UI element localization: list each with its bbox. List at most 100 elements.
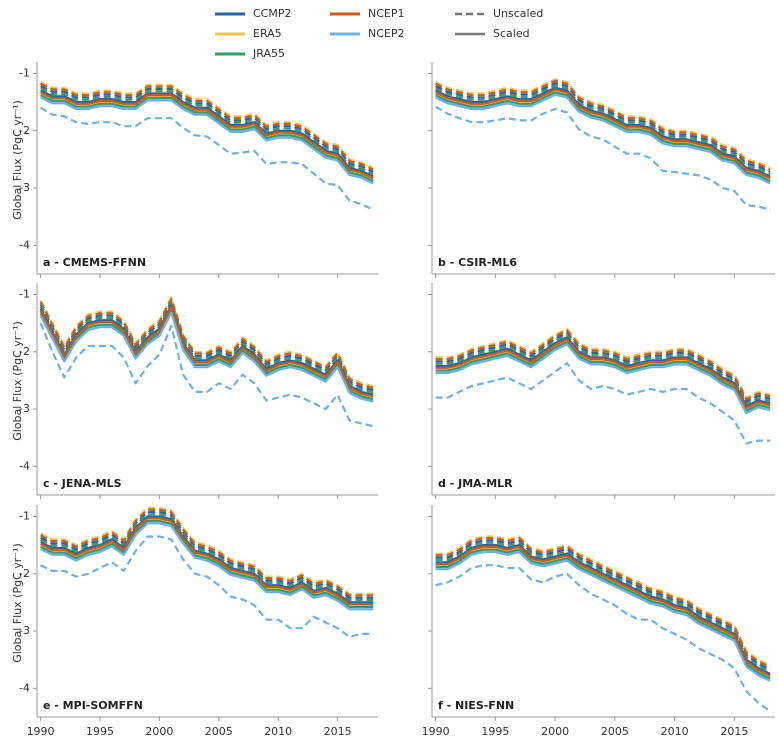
legend-label: NCEP1 xyxy=(368,7,405,20)
series-line xyxy=(39,322,374,428)
x-tick-label: 2010 xyxy=(264,725,292,738)
legend-label: JRA55 xyxy=(252,47,285,60)
series-line xyxy=(40,515,374,604)
y-axis-label: Global Flux (PgC yr⁻¹) xyxy=(11,543,24,663)
series-line xyxy=(40,522,374,611)
y-tick-label: -3 xyxy=(19,624,30,637)
panel: 1990 1995 2000 2005 2010 2015 f - NIES-FNN xyxy=(422,505,775,738)
series-line xyxy=(40,513,374,602)
series-line xyxy=(435,88,771,180)
series-line xyxy=(435,564,771,713)
series-line xyxy=(40,81,374,169)
series-line xyxy=(435,539,771,671)
x-tick-label: 2000 xyxy=(145,725,173,738)
series-line xyxy=(39,309,374,401)
series-line xyxy=(435,91,771,183)
legend-label: NCEP2 xyxy=(368,27,405,40)
series-line xyxy=(40,517,374,606)
series-line xyxy=(40,94,374,183)
series-line xyxy=(40,85,374,173)
panel: -1 -2 -3 -4 1990 1995 2000 2005 2010 2015 Global F… xyxy=(11,505,378,738)
series-line xyxy=(39,296,374,388)
series-line xyxy=(435,537,771,669)
x-tick-label: 2015 xyxy=(720,725,748,738)
series-line xyxy=(40,506,374,595)
series-line xyxy=(39,297,374,389)
series-line xyxy=(435,105,771,211)
x-tick-label: 1990 xyxy=(422,725,450,738)
series-line xyxy=(40,106,374,211)
series-line xyxy=(39,302,374,394)
series-line xyxy=(435,336,771,408)
y-tick-label: -3 xyxy=(19,181,30,194)
series-line xyxy=(40,510,374,599)
series-line xyxy=(39,311,374,403)
series-line xyxy=(435,84,771,176)
legend-label: Scaled xyxy=(493,27,530,40)
x-tick-label: 2010 xyxy=(661,725,689,738)
y-tick-label: -4 xyxy=(19,681,30,694)
series-line xyxy=(435,548,771,680)
x-tick-label: 2005 xyxy=(205,725,233,738)
x-tick-label: 2000 xyxy=(541,725,569,738)
series-line xyxy=(39,300,374,392)
series-line xyxy=(435,79,771,171)
series-line xyxy=(40,91,374,180)
legend-label: ERA5 xyxy=(253,27,282,40)
series-line xyxy=(40,89,374,178)
y-tick-label: -2 xyxy=(19,124,30,137)
x-tick-label: 1990 xyxy=(27,725,55,738)
series-line xyxy=(435,334,771,405)
series-line xyxy=(435,86,771,178)
series-line xyxy=(40,535,374,638)
x-tick-label: 2015 xyxy=(324,725,352,738)
panel-title: a - CMEMS-FFNN xyxy=(43,256,146,269)
y-tick-label: -2 xyxy=(19,567,30,580)
y-tick-label: -1 xyxy=(19,509,30,522)
series-line xyxy=(39,304,374,396)
x-tick-label: 1995 xyxy=(86,725,114,738)
panel-title: b - CSIR-ML6 xyxy=(438,256,517,269)
series-line xyxy=(435,545,771,677)
y-tick-label: -1 xyxy=(19,66,30,79)
y-tick-label: -3 xyxy=(19,402,30,415)
panel-title: e - MPI-SOMFFN xyxy=(43,699,143,712)
y-axis-label: Global Flux (PgC yr⁻¹) xyxy=(11,321,24,441)
series-line xyxy=(435,550,771,682)
panel: -1 -2 -3 -4 Global Flux (PgC yr⁻¹) a - CMEMS-… xyxy=(11,62,378,278)
panel-title: f - NIES-FNN xyxy=(438,699,514,712)
series-line xyxy=(40,508,374,597)
panel: -1 -2 -3 -4 Global Flux (PgC yr⁻¹) c - JENA-M… xyxy=(11,283,378,499)
legend-label: Unscaled xyxy=(493,7,543,20)
y-tick-label: -1 xyxy=(19,287,30,300)
series-line xyxy=(435,541,771,673)
series-line xyxy=(435,331,771,403)
series-line xyxy=(39,306,374,398)
legend-label: CCMP2 xyxy=(253,7,291,20)
series-line xyxy=(435,93,771,185)
panel-title: d - JMA-MLR xyxy=(438,477,513,490)
y-tick-label: -4 xyxy=(19,238,30,251)
series-line xyxy=(40,96,374,185)
series-line xyxy=(40,82,374,171)
panel: d - JMA-MLR xyxy=(428,283,775,499)
y-tick-label: -4 xyxy=(19,459,30,472)
panel-title: c - JENA-MLS xyxy=(43,477,122,490)
y-tick-label: -2 xyxy=(19,345,30,358)
series-line xyxy=(435,329,771,401)
series-line xyxy=(40,519,374,609)
panel: b - CSIR-ML6 xyxy=(428,62,775,278)
series-line xyxy=(435,78,771,169)
series-line xyxy=(435,535,771,667)
series-line xyxy=(435,343,771,415)
series-line xyxy=(40,87,374,176)
series-line xyxy=(435,338,771,409)
series-line xyxy=(435,544,771,675)
y-axis-label: Global Flux (PgC yr⁻¹) xyxy=(11,100,24,220)
series-line xyxy=(435,362,771,445)
series-line xyxy=(435,327,771,399)
series-line xyxy=(435,340,771,412)
series-line xyxy=(435,82,771,173)
